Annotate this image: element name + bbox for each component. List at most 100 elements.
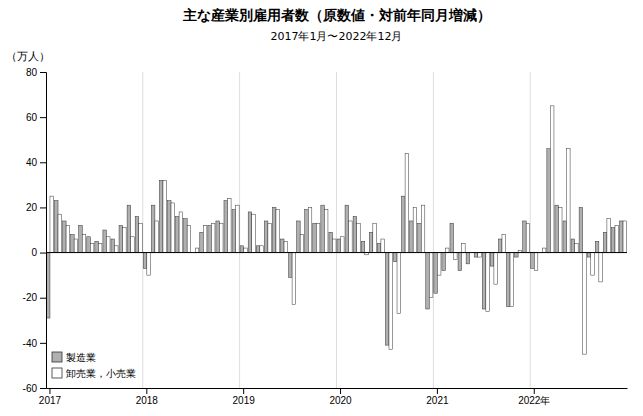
bar	[313, 223, 317, 252]
bar	[623, 221, 627, 253]
bar	[228, 198, 232, 252]
bar	[550, 106, 554, 253]
bar	[349, 221, 353, 253]
bar	[619, 221, 623, 253]
y-tick-mark	[40, 253, 46, 254]
y-tick-label: -60	[23, 383, 38, 394]
bar	[200, 232, 204, 252]
bar	[421, 205, 425, 252]
x-axis-line	[47, 388, 628, 389]
bar	[506, 253, 510, 307]
bar	[66, 225, 70, 252]
bar	[558, 207, 562, 252]
y-tick: -40	[23, 338, 46, 349]
bar	[171, 203, 175, 253]
bar	[236, 205, 240, 252]
bar	[523, 221, 527, 253]
bar	[240, 246, 244, 253]
y-tick: 60	[26, 112, 46, 123]
bar	[393, 253, 397, 262]
bar-series	[50, 106, 627, 354]
bar	[63, 221, 67, 253]
bar	[405, 153, 409, 252]
bar	[502, 235, 506, 253]
bar	[139, 223, 143, 252]
bar	[208, 225, 212, 252]
bar	[345, 205, 349, 252]
bar	[442, 253, 446, 271]
bar	[167, 201, 171, 253]
x-tick-label: 2021	[426, 395, 449, 406]
y-tick: 40	[26, 157, 46, 168]
bar	[95, 241, 99, 252]
bar	[184, 219, 188, 253]
bar	[127, 205, 131, 252]
bar	[260, 246, 264, 253]
x-tick-label: 2022年	[518, 395, 550, 406]
y-tick-mark	[40, 117, 46, 118]
bar	[232, 210, 236, 253]
bar	[490, 253, 494, 267]
bar	[413, 207, 417, 252]
bar	[159, 180, 163, 252]
bar	[256, 246, 260, 253]
x-tick-mark	[340, 388, 341, 394]
bar	[486, 253, 490, 312]
bar	[445, 248, 449, 253]
bar	[316, 223, 320, 252]
bar	[151, 205, 155, 252]
bar	[381, 239, 385, 253]
x-tick-label: 2019	[233, 395, 256, 406]
bar	[268, 223, 272, 252]
bar	[547, 149, 551, 253]
bar	[353, 216, 357, 252]
y-tick: -20	[23, 292, 46, 303]
bar	[454, 253, 458, 260]
bar	[534, 253, 538, 271]
bar	[526, 223, 530, 252]
bar	[179, 212, 183, 253]
x-tick-label: 2017	[39, 395, 62, 406]
bar	[106, 237, 110, 253]
bar	[58, 214, 62, 252]
bar	[571, 239, 575, 253]
y-tick-mark	[40, 162, 46, 163]
bar	[289, 253, 293, 278]
bar	[385, 253, 389, 346]
bar	[587, 253, 591, 258]
chart: -60-40-200204060802017201820192020202120…	[0, 0, 643, 416]
y-axis: -60-40-20020406080	[23, 67, 47, 394]
grid-line	[336, 72, 337, 388]
bar	[292, 253, 296, 305]
bar	[163, 180, 167, 252]
bar	[252, 214, 256, 252]
bar	[187, 225, 191, 252]
bar	[50, 196, 54, 252]
bar	[337, 239, 341, 253]
bar	[575, 244, 579, 253]
bar	[418, 223, 422, 252]
bar	[272, 207, 276, 252]
bar	[280, 239, 284, 253]
x-tick: 2018	[136, 388, 159, 406]
bar	[82, 235, 86, 253]
bar	[361, 241, 365, 252]
y-tick: 0	[31, 247, 46, 258]
bar	[591, 253, 595, 276]
bar	[54, 201, 58, 253]
bar	[341, 237, 345, 253]
bar	[203, 225, 207, 252]
bar	[90, 244, 94, 253]
bar	[211, 223, 215, 252]
bar	[71, 235, 75, 253]
bar	[98, 244, 102, 253]
bar	[308, 207, 312, 252]
y-tick-label: -20	[23, 292, 38, 303]
bars	[46, 106, 626, 354]
bar	[111, 239, 115, 253]
bar	[135, 216, 139, 252]
bar	[603, 232, 607, 252]
bar	[87, 237, 91, 253]
bar	[611, 228, 615, 253]
x-tick: 2020	[329, 388, 352, 406]
